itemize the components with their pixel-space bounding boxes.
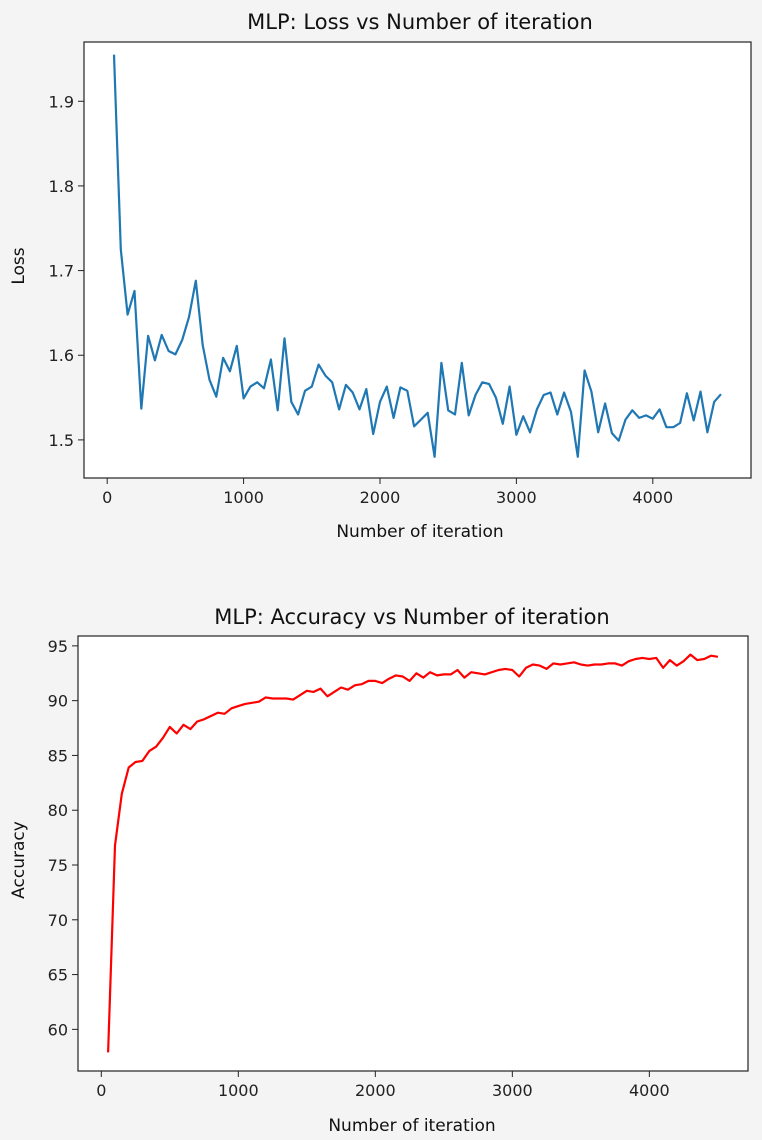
x-tick-label: 0	[102, 488, 112, 507]
y-tick-label: 60	[48, 1020, 68, 1039]
loss-chart: MLP: Loss vs Number of iteration 0 1000 20…	[9, 10, 752, 542]
series-line	[112, 54, 722, 458]
y-tick-label: 85	[48, 746, 68, 765]
y-tick-label: 1.8	[49, 177, 74, 196]
y-tick-label: 80	[48, 801, 68, 820]
x-tick-label: 0	[96, 1081, 106, 1100]
y-tick-label: 65	[48, 966, 68, 985]
chart-title: MLP: Loss vs Number of iteration	[247, 10, 593, 34]
y-tick-label: 75	[48, 856, 68, 875]
y-tick-label: 1.6	[49, 346, 74, 365]
accuracy-chart: MLP: Accuracy vs Number of iteration 0 10…	[9, 605, 749, 1136]
x-axis-label: Number of iteration	[328, 1116, 495, 1136]
y-tick-label: 1.9	[49, 92, 74, 111]
plot-area	[83, 41, 752, 479]
series-line	[107, 653, 719, 1053]
x-tick-label: 3000	[496, 488, 537, 507]
x-axis: 0 1000 2000 3000 4000	[96, 1071, 670, 1100]
x-tick-label: 3000	[492, 1081, 533, 1100]
plot-area	[77, 635, 749, 1072]
x-tick-label: 2000	[360, 488, 401, 507]
x-tick-label: 2000	[355, 1081, 396, 1100]
y-axis: 1.5 1.6 1.7 1.8 1.9	[49, 92, 84, 450]
x-tick-label: 1000	[218, 1081, 259, 1100]
x-tick-label: 4000	[632, 488, 673, 507]
y-axis-label: Accuracy	[9, 821, 29, 899]
y-tick-label: 1.7	[49, 262, 74, 281]
x-tick-label: 4000	[629, 1081, 670, 1100]
x-tick-label: 1000	[223, 488, 264, 507]
y-tick-label: 70	[48, 911, 68, 930]
y-tick-label: 1.5	[49, 431, 74, 450]
y-tick-label: 90	[48, 692, 68, 711]
x-axis: 0 1000 2000 3000 4000	[102, 478, 673, 507]
x-axis-label: Number of iteration	[336, 522, 503, 542]
y-axis-label: Loss	[9, 247, 29, 284]
y-tick-label: 95	[48, 637, 68, 656]
y-axis: 60 65 70 75 80 85 90 95	[48, 637, 78, 1039]
chart-title: MLP: Accuracy vs Number of iteration	[214, 605, 610, 629]
